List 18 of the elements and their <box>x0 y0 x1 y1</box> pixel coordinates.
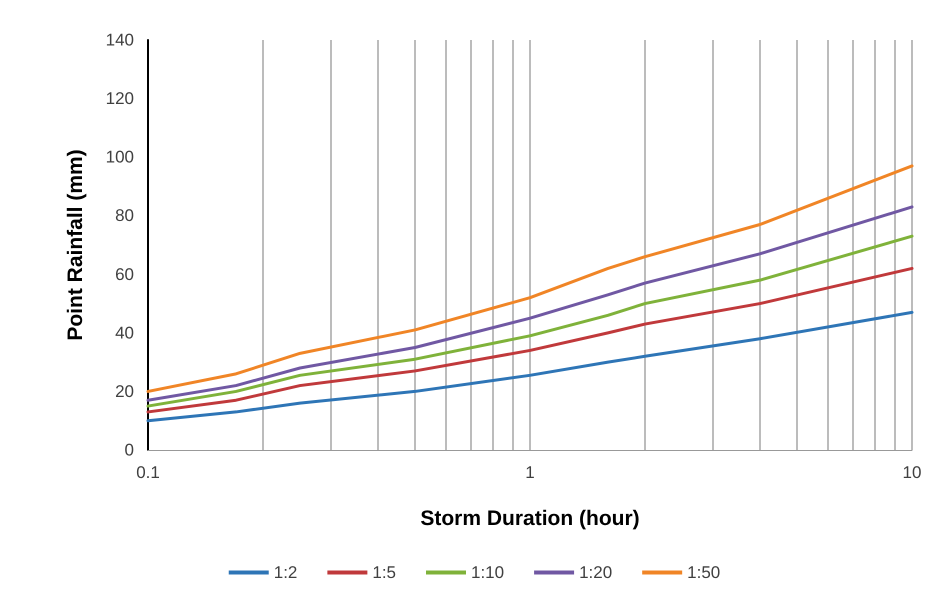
legend-label: 1:10 <box>471 563 504 582</box>
x-axis-title: Storm Duration (hour) <box>420 507 640 530</box>
x-tick-label: 10 <box>902 463 922 482</box>
y-tick-label: 80 <box>115 206 134 226</box>
y-tick-label: 140 <box>106 30 134 50</box>
y-tick-label: 120 <box>106 89 134 108</box>
legend-label: 1:5 <box>372 563 396 582</box>
x-tick-label: 1 <box>525 463 535 482</box>
y-tick-label: 20 <box>115 382 134 401</box>
y-axis-title: Point Rainfall (mm) <box>64 149 87 341</box>
y-tick-label: 40 <box>115 323 134 342</box>
legend-label: 1:2 <box>274 563 298 582</box>
y-tick-label: 100 <box>106 148 134 167</box>
y-tick-label: 60 <box>115 264 134 284</box>
legend-label: 1:20 <box>579 563 612 582</box>
legend-label: 1:50 <box>687 563 720 582</box>
y-tick-label: 0 <box>124 440 134 460</box>
x-tick-label: 0.1 <box>136 463 160 482</box>
